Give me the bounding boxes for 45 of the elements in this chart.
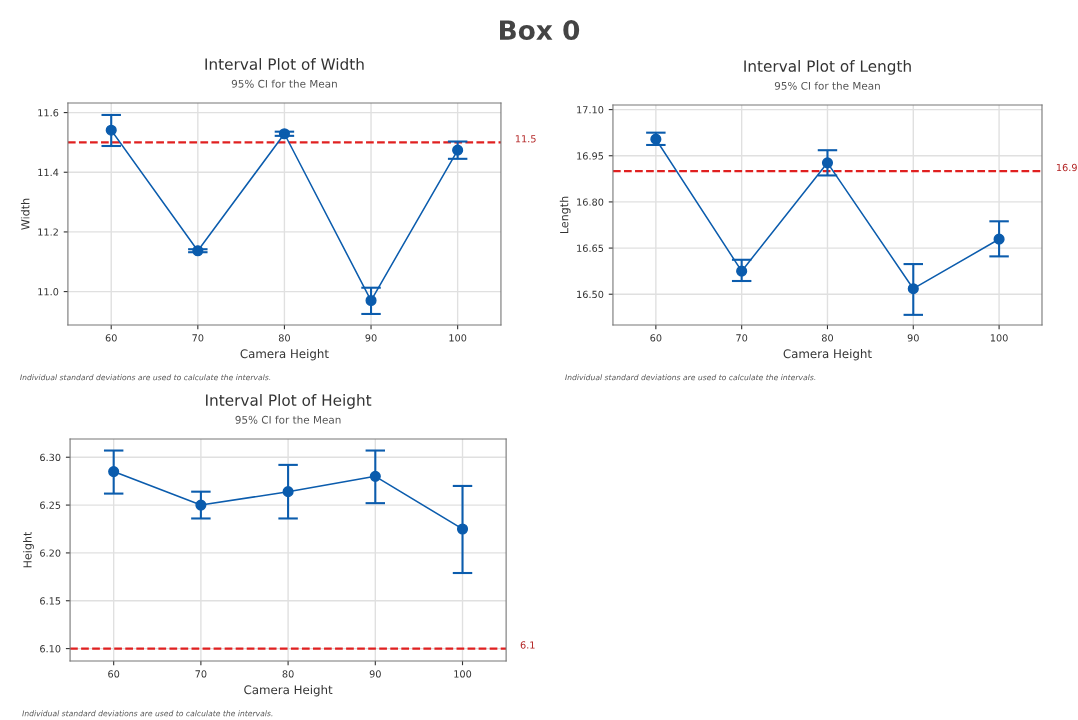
- y-tick-label: 11.2: [38, 228, 58, 236]
- x-tick-label: 60: [108, 670, 120, 678]
- x-tick-label: 100: [990, 334, 1008, 342]
- y-tick-label: 6.25: [40, 501, 61, 509]
- y-tick-label: 11.4: [38, 168, 59, 176]
- text: Box 0: [500, 20, 580, 41]
- x-tick-label: 60: [105, 334, 117, 342]
- y-axis-title: Length: [559, 196, 571, 234]
- x-tick-label: 100: [449, 334, 467, 342]
- x-tick-label: 70: [192, 334, 204, 342]
- x-tick-label: 80: [821, 334, 834, 342]
- y-axis-title: Height: [23, 531, 34, 568]
- y-axis-title: Width: [20, 198, 30, 230]
- chart-subtitle: 95% CI for the Mean: [774, 81, 880, 90]
- y-tick-label: 6.15: [40, 597, 61, 605]
- y-tick-label: 6.30: [40, 453, 61, 462]
- x-tick-label: 90: [907, 334, 919, 342]
- x-tick-label: 70: [195, 670, 207, 678]
- y-tick-label: 17.10: [577, 106, 604, 114]
- x-tick-label: 70: [736, 334, 748, 342]
- y-tick-label: 11.0: [38, 288, 59, 296]
- x-axis-title: Camera Height: [783, 349, 872, 361]
- x-axis-title: Camera Height: [240, 349, 329, 361]
- chart-title: Interval Plot of Length: [744, 60, 911, 75]
- y-tick-label: 6.10: [40, 645, 61, 653]
- x-tick-label: 90: [369, 670, 381, 678]
- x-tick-label: 100: [454, 670, 472, 678]
- y-tick-label: 16.50: [577, 290, 604, 299]
- y-tick-label: 16.65: [577, 244, 604, 252]
- x-tick-label: 80: [282, 670, 294, 678]
- x-tick-label: 90: [365, 334, 377, 342]
- ref-line-label: 11.5: [515, 135, 536, 143]
- chart-title: Interval Plot of Width: [205, 58, 364, 70]
- y-tick-label: 6.20: [40, 549, 61, 557]
- x-tick-label: 80: [278, 334, 290, 342]
- x-tick-label: 60: [650, 334, 662, 342]
- chart-subtitle: 95% CI for the Mean: [235, 415, 341, 424]
- chart-title: Interval Plot of Height: [206, 394, 372, 409]
- y-tick-label: 11.6: [38, 109, 59, 117]
- chart-subtitle: 95% CI for the Mean: [231, 79, 337, 88]
- y-tick-label: 16.80: [577, 198, 604, 206]
- ref-line-label: 16.9: [1056, 163, 1077, 172]
- x-axis-title: Camera Height: [244, 685, 333, 697]
- ref-line-label: 6.1: [520, 641, 535, 649]
- y-tick-label: 16.95: [577, 152, 604, 160]
